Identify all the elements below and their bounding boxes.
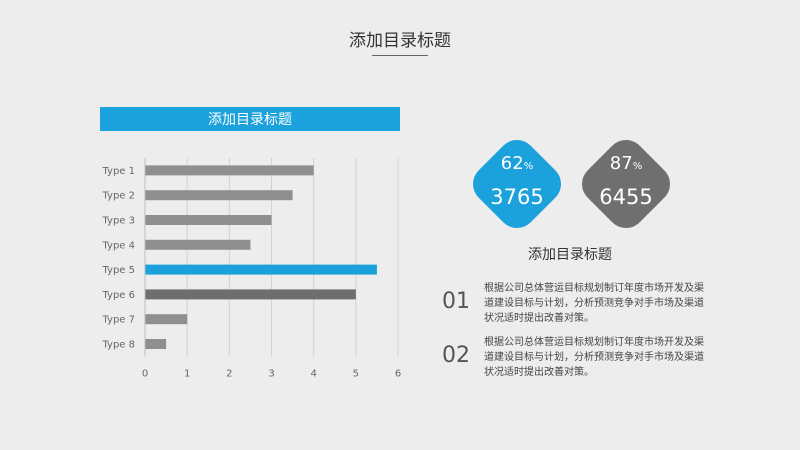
bar [145, 314, 188, 325]
list-item: 02 根据公司总体营运目标规划制订年度市场开发及渠道建设目标与计划，分析预测竞争… [442, 335, 712, 385]
x-tick-label: 5 [353, 368, 359, 379]
title-underline [372, 55, 428, 56]
badge-percent: 62% [500, 153, 534, 174]
stat-badge-gray: 87% 6455 [578, 136, 674, 232]
x-tick-label: 3 [268, 368, 274, 379]
x-tick-label: 0 [142, 368, 148, 379]
category-label: Type 5 [101, 265, 135, 276]
x-tick-label: 1 [184, 368, 190, 379]
category-label: Type 7 [101, 315, 135, 326]
bar [145, 239, 251, 250]
category-label: Type 6 [101, 290, 135, 301]
item-text: 根据公司总体营运目标规划制订年度市场开发及渠道建设目标与计划，分析预测竞争对手市… [484, 283, 704, 324]
item-number: 01 [442, 289, 470, 314]
badge-percent: 87% [609, 153, 643, 174]
badge-value: 6455 [599, 185, 653, 209]
bar [145, 190, 293, 201]
list-item: 01 根据公司总体营运目标规划制订年度市场开发及渠道建设目标与计划，分析预测竞争… [442, 281, 712, 331]
badge-value: 3765 [490, 185, 544, 209]
x-tick-label: 2 [226, 368, 232, 379]
category-label: Type 3 [101, 216, 135, 227]
rounded-diamond-shape [582, 140, 670, 228]
item-text: 根据公司总体营运目标规划制订年度市场开发及渠道建设目标与计划，分析预测竞争对手市… [484, 337, 704, 378]
bar [145, 264, 377, 275]
category-label: Type 4 [101, 240, 135, 251]
x-tick-label: 4 [310, 368, 316, 379]
bar [145, 215, 272, 225]
stat-badge-blue: 62% 3765 [469, 136, 565, 232]
category-label: Type 1 [101, 166, 135, 177]
badge-shape [473, 140, 561, 228]
x-tick-label: 6 [395, 368, 401, 379]
section-title: 添加目录标题 [528, 247, 612, 263]
bar [145, 339, 167, 349]
category-label: Type 2 [101, 191, 135, 202]
bar-chart: 0 1 2 3 4 5 6 Type 1 Type 2 Type 3 Type 4 Type 5 Typ… [101, 158, 401, 379]
slide-title: 添加目录标题 [349, 31, 451, 51]
rounded-diamond-shape [473, 140, 561, 228]
item-number: 02 [442, 343, 470, 368]
chart-header: 添加目录标题 [100, 107, 400, 131]
bar [145, 289, 356, 300]
badge-shape [582, 140, 670, 228]
bar [145, 165, 314, 176]
category-label: Type 8 [101, 340, 135, 351]
